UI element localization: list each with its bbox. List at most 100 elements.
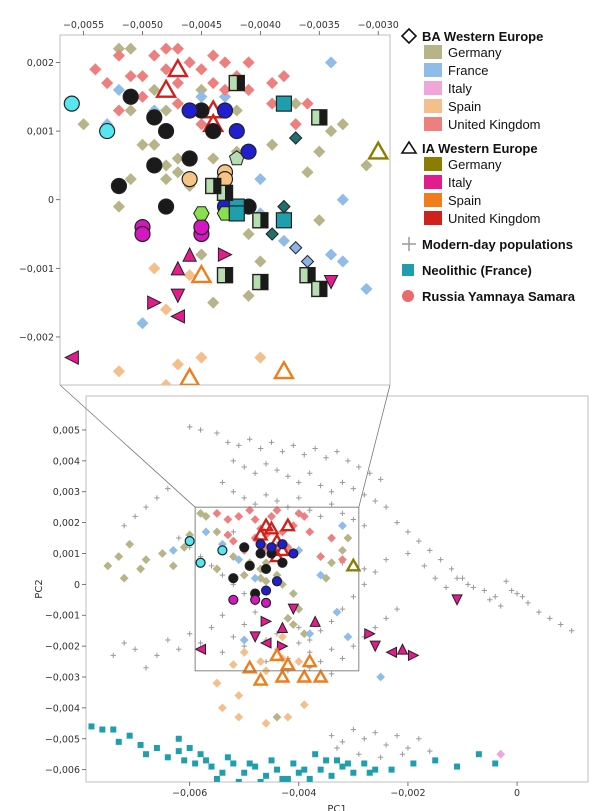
ba-germany-point-23 bbox=[313, 145, 326, 158]
modern-day-populations-point-125 bbox=[394, 606, 400, 612]
neolithic-france-point-0 bbox=[275, 95, 293, 112]
circle-black-point-2 bbox=[228, 573, 239, 584]
legend-extra-label: Russia Yamnaya Samara bbox=[422, 289, 576, 304]
circle-blue-point-3 bbox=[288, 548, 299, 559]
circle-blue-point-1 bbox=[216, 102, 234, 119]
neolithic-france-point-43 bbox=[388, 766, 395, 773]
neolithic-france-point-54 bbox=[312, 751, 319, 758]
modern-day-populations-point-89 bbox=[219, 612, 226, 618]
circle-magenta-point-1 bbox=[134, 225, 151, 243]
ba-spain-point-10 bbox=[283, 712, 293, 722]
ba-united-kingdom-point-22 bbox=[195, 118, 208, 131]
modern-day-populations-point-3 bbox=[225, 439, 231, 446]
ba-germany-point-31 bbox=[266, 138, 279, 151]
ba-spain-point-7 bbox=[112, 365, 125, 378]
ba-spain-point-8 bbox=[183, 269, 196, 282]
ba-germany-point-15 bbox=[288, 589, 298, 599]
ba-germany-point-26 bbox=[114, 552, 124, 561]
ia-italy-point-1 bbox=[170, 288, 186, 304]
striped-squares-point-0 bbox=[228, 74, 245, 92]
ba-germany-point-12 bbox=[261, 576, 271, 586]
neolithic-france-point-15 bbox=[175, 748, 182, 755]
legend-item-label: France bbox=[448, 63, 488, 78]
inset-y-tick-label: −0,001 bbox=[19, 264, 54, 275]
ba-france-point-11 bbox=[136, 317, 149, 330]
modern-day-populations-point-92 bbox=[186, 631, 193, 637]
ba-germany-point-31 bbox=[168, 561, 178, 571]
ba-france-point-1 bbox=[112, 83, 125, 96]
legend-extra-label: Modern-day populations bbox=[422, 237, 573, 252]
modern-day-populations-point-152 bbox=[328, 671, 335, 677]
ba-germany-point-10 bbox=[171, 152, 184, 165]
main-y-tick-label: 0,001 bbox=[53, 549, 80, 560]
main-y-tick-label: 0 bbox=[74, 580, 80, 591]
inset-series-circle-magenta bbox=[134, 219, 210, 243]
main-series-ia-spain bbox=[241, 646, 329, 686]
ia-united-kingdom-point-3 bbox=[274, 541, 291, 557]
neolithic-france-point-14 bbox=[164, 754, 171, 761]
modern-day-populations-point-86 bbox=[252, 609, 258, 615]
ba-germany-point-17 bbox=[288, 620, 298, 629]
legend-swatch-united-kingdom bbox=[424, 211, 442, 225]
striped-squares-point-1 bbox=[311, 109, 328, 126]
ba-france-point-9 bbox=[336, 255, 349, 268]
ia-spain-point-4 bbox=[296, 668, 313, 683]
main-x-tick-label: −0,006 bbox=[172, 788, 207, 799]
ba-spain-point-8 bbox=[234, 712, 244, 722]
modern-day-populations-point-131 bbox=[383, 742, 389, 748]
ba-germany-point-27 bbox=[103, 561, 113, 571]
modern-day-populations-point-1 bbox=[197, 427, 204, 433]
inset-series-striped-squares bbox=[205, 74, 328, 298]
inset-series-ba-united-kingdom bbox=[89, 42, 314, 131]
neolithic-france-point-27 bbox=[295, 769, 302, 776]
ia-spain-point-1 bbox=[274, 668, 291, 683]
neolithic-france-point-25 bbox=[273, 766, 280, 773]
main-series-neolithic-france bbox=[88, 723, 499, 782]
circle-black-point-5 bbox=[181, 150, 198, 167]
modern-day-populations-point-45 bbox=[350, 516, 357, 523]
circle-blue-point-2 bbox=[228, 122, 245, 140]
ba-germany-point-30 bbox=[157, 549, 167, 558]
modern-day-populations-point-120 bbox=[339, 655, 346, 662]
ba-united-kingdom-point-3 bbox=[228, 536, 238, 546]
inset-y-tick-label: 0 bbox=[48, 195, 54, 206]
legend-triangle-icon bbox=[400, 140, 418, 154]
ba-united-kingdom-point-3 bbox=[136, 70, 149, 83]
legend-item-label: Italy bbox=[448, 175, 472, 190]
modern-day-populations-point-78 bbox=[339, 606, 346, 612]
ba-germany-point-2 bbox=[77, 118, 90, 131]
ia-italy-point-4 bbox=[276, 640, 289, 652]
modern-day-populations-point-59 bbox=[525, 600, 531, 606]
legend-item-label: Spain bbox=[448, 99, 481, 114]
ba-united-kingdom-point-14 bbox=[218, 83, 232, 96]
modern-day-populations-point-48 bbox=[405, 529, 411, 535]
modern-day-populations-point-67 bbox=[497, 603, 504, 609]
ba-germany-point-3 bbox=[124, 104, 137, 117]
ba-united-kingdom-point-0 bbox=[212, 508, 222, 518]
neolithic-france-point-50 bbox=[224, 754, 231, 761]
modern-day-populations-point-44 bbox=[339, 510, 346, 517]
modern-day-populations-point-41 bbox=[307, 507, 313, 513]
striped-squares-point-4 bbox=[252, 273, 269, 291]
main-x-tick-label: 0 bbox=[514, 788, 520, 799]
circle-cyan-point-0 bbox=[63, 95, 80, 112]
zoom-region-box bbox=[194, 506, 360, 672]
ia-italy-point-0 bbox=[260, 615, 273, 628]
neolithic-france-point-8 bbox=[110, 726, 117, 733]
legend-group-title: BA Western Europe bbox=[422, 29, 543, 44]
modern-day-populations-point-37 bbox=[263, 492, 269, 498]
modern-day-populations-point-147 bbox=[219, 649, 226, 656]
neolithic-france-point-33 bbox=[361, 760, 368, 767]
neolithic-france-point-53 bbox=[290, 760, 297, 767]
ba-united-kingdom-point-6 bbox=[160, 63, 173, 76]
inset-series-circle-peach bbox=[181, 164, 234, 188]
ba-united-kingdom-point-0 bbox=[89, 63, 102, 76]
neolithic-france-point-41 bbox=[344, 760, 351, 767]
ba-spain-point-0 bbox=[228, 660, 238, 670]
ba-teal-diamond-point-0 bbox=[288, 131, 303, 145]
modern-day-populations-point-7 bbox=[268, 439, 275, 446]
ba-france-point-7 bbox=[254, 173, 267, 186]
connector-line-right bbox=[358, 384, 391, 508]
legend: BA Western EuropeGermanyFranceItalySpain… bbox=[400, 27, 576, 304]
